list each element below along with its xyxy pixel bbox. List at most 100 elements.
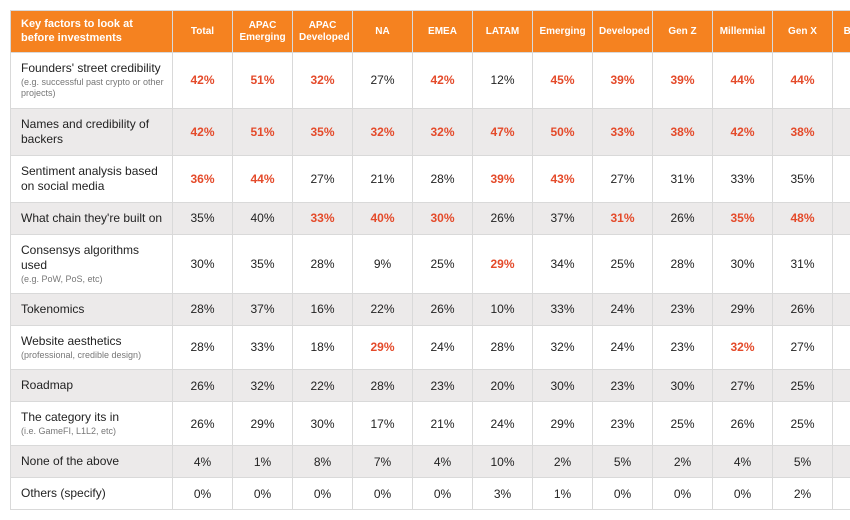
cell-value: 5% xyxy=(833,446,850,478)
cell-value: 2% xyxy=(533,446,593,478)
cell-value: 22% xyxy=(293,370,353,402)
cell-value: 5% xyxy=(593,446,653,478)
cell-value: 28% xyxy=(173,293,233,325)
cell-value: 23% xyxy=(653,293,713,325)
cell-value: 18% xyxy=(293,325,353,369)
cell-value: 32% xyxy=(413,108,473,155)
row-sublabel: (e.g. PoW, PoS, etc) xyxy=(21,274,164,285)
header-genx: Gen X xyxy=(773,11,833,53)
header-boomer: Boomer xyxy=(833,11,850,53)
cell-value: 25% xyxy=(653,402,713,446)
cell-value: 25% xyxy=(593,234,653,293)
cell-value: 0% xyxy=(413,478,473,510)
cell-value: 2% xyxy=(653,446,713,478)
cell-value: 39% xyxy=(833,293,850,325)
cell-value: 39% xyxy=(593,53,653,109)
cell-value: 42% xyxy=(713,108,773,155)
header-total: Total xyxy=(173,11,233,53)
cell-value: 29% xyxy=(233,402,293,446)
cell-value: 35% xyxy=(293,108,353,155)
cell-value: 35% xyxy=(233,234,293,293)
cell-value: 24% xyxy=(593,325,653,369)
cell-value: 43% xyxy=(533,155,593,202)
table-row: Others (specify)0%0%0%0%0%3%1%0%0%0%2%0% xyxy=(11,478,850,510)
cell-value: 7% xyxy=(353,446,413,478)
cell-value: 51% xyxy=(233,53,293,109)
cell-value: 0% xyxy=(713,478,773,510)
cell-value: 23% xyxy=(653,325,713,369)
cell-value: 5% xyxy=(773,446,833,478)
cell-value: 0% xyxy=(653,478,713,510)
cell-value: 29% xyxy=(473,234,533,293)
cell-value: 23% xyxy=(593,370,653,402)
cell-value: 26% xyxy=(413,293,473,325)
cell-value: 35% xyxy=(773,155,833,202)
cell-value: 2% xyxy=(773,478,833,510)
cell-value: 0% xyxy=(833,478,850,510)
cell-value: 26% xyxy=(473,202,533,234)
cell-value: 30% xyxy=(173,234,233,293)
cell-value: 38% xyxy=(653,108,713,155)
cell-value: 30% xyxy=(413,202,473,234)
cell-value: 42% xyxy=(173,53,233,109)
header-emea: EMEA xyxy=(413,11,473,53)
row-label: None of the above xyxy=(11,446,173,478)
cell-value: 32% xyxy=(353,108,413,155)
cell-value: 10% xyxy=(473,293,533,325)
cell-value: 32% xyxy=(713,325,773,369)
header-genz: Gen Z xyxy=(653,11,713,53)
cell-value: 12% xyxy=(473,53,533,109)
cell-value: 27% xyxy=(773,325,833,369)
cell-value: 37% xyxy=(233,293,293,325)
cell-value: 28% xyxy=(173,325,233,369)
cell-value: 31% xyxy=(593,202,653,234)
table-row: Sentiment analysis based on social media… xyxy=(11,155,850,202)
cell-value: 44% xyxy=(773,53,833,109)
cell-value: 33% xyxy=(713,155,773,202)
cell-value: 23% xyxy=(413,370,473,402)
table-row: Tokenomics28%37%16%22%26%10%33%24%23%29%… xyxy=(11,293,850,325)
cell-value: 24% xyxy=(413,325,473,369)
row-label-text: What chain they're built on xyxy=(21,211,162,225)
cell-value: 48% xyxy=(773,202,833,234)
cell-value: 10% xyxy=(473,446,533,478)
table-body: Founders' street credibility(e.g. succes… xyxy=(11,53,850,510)
cell-value: 28% xyxy=(413,155,473,202)
header-developed: Developed xyxy=(593,11,653,53)
cell-value: 32% xyxy=(293,53,353,109)
cell-value: 28% xyxy=(473,325,533,369)
cell-value: 30% xyxy=(293,402,353,446)
cell-value: 0% xyxy=(593,478,653,510)
cell-value: 30% xyxy=(713,234,773,293)
cell-value: 40% xyxy=(353,202,413,234)
row-label: Website aesthetics(professional, credibl… xyxy=(11,325,173,369)
cell-value: 25% xyxy=(773,370,833,402)
cell-value: 9% xyxy=(353,234,413,293)
row-label: Names and credibility of backers xyxy=(11,108,173,155)
cell-value: 24% xyxy=(833,202,850,234)
cell-value: 42% xyxy=(173,108,233,155)
row-label-text: Sentiment analysis based on social media xyxy=(21,164,158,193)
cell-value: 26% xyxy=(173,402,233,446)
cell-value: 21% xyxy=(353,155,413,202)
cell-value: 48% xyxy=(833,108,850,155)
cell-value: 50% xyxy=(533,108,593,155)
table-row: Names and credibility of backers42%51%35… xyxy=(11,108,850,155)
cell-value: 17% xyxy=(353,402,413,446)
header-emerging: Emerging xyxy=(533,11,593,53)
cell-value: 28% xyxy=(293,234,353,293)
cell-value: 25% xyxy=(773,402,833,446)
cell-value: 51% xyxy=(233,108,293,155)
cell-value: 42% xyxy=(413,53,473,109)
table-row: Roadmap26%32%22%28%23%20%30%23%30%27%25%… xyxy=(11,370,850,402)
cell-value: 24% xyxy=(473,402,533,446)
cell-value: 30% xyxy=(533,370,593,402)
cell-value: 39% xyxy=(653,53,713,109)
cell-value: 31% xyxy=(653,155,713,202)
cell-value: 27% xyxy=(353,53,413,109)
header-na: NA xyxy=(353,11,413,53)
cell-value: 22% xyxy=(833,370,850,402)
cell-value: 0% xyxy=(173,478,233,510)
cell-value: 0% xyxy=(293,478,353,510)
cell-value: 35% xyxy=(713,202,773,234)
